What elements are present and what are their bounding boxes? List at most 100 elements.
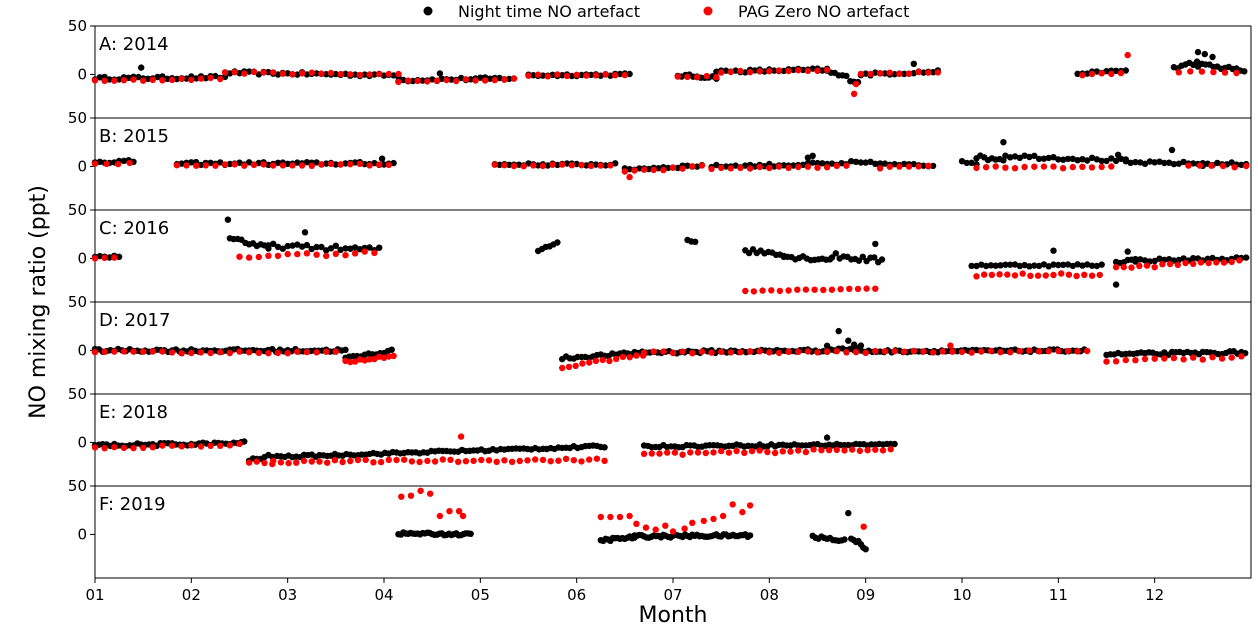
data-point (1112, 67, 1120, 75)
data-point (294, 250, 301, 258)
legend-label-night-time: Night time NO artefact (458, 2, 640, 21)
data-point (332, 242, 339, 249)
data-point (785, 348, 792, 355)
data-point (968, 349, 975, 356)
series-pag-zero (398, 487, 867, 535)
panel-label: C: 2016 (99, 218, 169, 239)
data-point (1079, 163, 1086, 170)
data-point (809, 152, 816, 159)
data-point (236, 440, 243, 448)
data-point (188, 442, 195, 449)
data-point (316, 458, 323, 465)
data-point (722, 67, 730, 74)
data-point (565, 363, 573, 371)
data-point (289, 71, 296, 78)
data-point (443, 76, 450, 84)
data-point (366, 162, 373, 169)
data-point (1084, 347, 1091, 355)
data-point (915, 68, 922, 76)
data-point (270, 240, 277, 247)
data-point (857, 342, 865, 349)
data-point (607, 513, 614, 521)
data-point (878, 256, 886, 263)
data-point (746, 532, 754, 539)
data-point (563, 72, 571, 80)
data-point (920, 348, 927, 355)
data-point (997, 348, 1004, 356)
data-point (626, 173, 633, 181)
data-point (308, 162, 315, 169)
data-point (1238, 353, 1245, 360)
data-point (631, 167, 638, 174)
data-point (427, 490, 434, 497)
data-point (727, 349, 734, 356)
data-point (149, 348, 156, 355)
data-point (481, 77, 489, 84)
data-point (601, 457, 608, 464)
data-point (188, 159, 195, 166)
data-point (361, 248, 368, 255)
data-point (323, 348, 330, 355)
data-point (1093, 68, 1101, 75)
panel-frame (94, 393, 1252, 487)
data-point (1159, 261, 1166, 268)
y-tick-label: 50 (68, 109, 87, 127)
data-point (1098, 261, 1105, 268)
data-point (178, 160, 185, 167)
data-point (303, 71, 311, 78)
data-point (795, 447, 802, 454)
data-point (279, 70, 287, 77)
data-point (362, 456, 369, 464)
data-point (733, 447, 740, 455)
data-point (270, 457, 277, 465)
data-point (982, 262, 990, 270)
data-point (1058, 270, 1065, 277)
data-point (506, 161, 513, 168)
data-point (347, 457, 354, 465)
data-point (804, 348, 812, 355)
data-point (694, 449, 702, 456)
data-point (679, 348, 686, 355)
data-point (313, 70, 320, 77)
data-point (819, 67, 826, 74)
data-point (390, 352, 397, 360)
data-point (601, 444, 608, 451)
data-point (790, 162, 797, 169)
data-point (1007, 261, 1014, 268)
data-point (91, 255, 99, 262)
data-point (881, 70, 889, 77)
data-point (485, 457, 493, 464)
data-point (592, 72, 600, 79)
data-point (1151, 159, 1158, 166)
data-point (1093, 262, 1101, 270)
data-point (1011, 261, 1019, 268)
data-point (886, 163, 893, 170)
y-tick-label: 0 (77, 433, 87, 451)
data-point (766, 164, 773, 172)
data-point (1021, 163, 1028, 171)
data-point (455, 458, 462, 465)
data-point (1209, 254, 1216, 262)
data-point (159, 348, 166, 355)
data-point (1011, 165, 1019, 172)
data-point (1103, 358, 1110, 365)
data-point (727, 68, 734, 76)
data-point (111, 77, 118, 84)
data-point (1019, 270, 1026, 277)
data-point (626, 354, 633, 361)
data-point (1045, 263, 1052, 270)
data-point (1081, 271, 1088, 278)
data-point (905, 163, 913, 170)
data-point (250, 68, 258, 76)
data-point (1165, 256, 1173, 263)
data-point (1011, 272, 1019, 279)
data-point (342, 70, 349, 78)
data-point (823, 434, 831, 441)
data-point (674, 164, 681, 172)
data-point (525, 72, 532, 79)
panel-5: E: 2018 50 0 (68, 385, 1252, 487)
data-point (1050, 163, 1057, 170)
data-point (1156, 255, 1163, 262)
data-point (854, 285, 862, 293)
data-point (1045, 154, 1052, 162)
